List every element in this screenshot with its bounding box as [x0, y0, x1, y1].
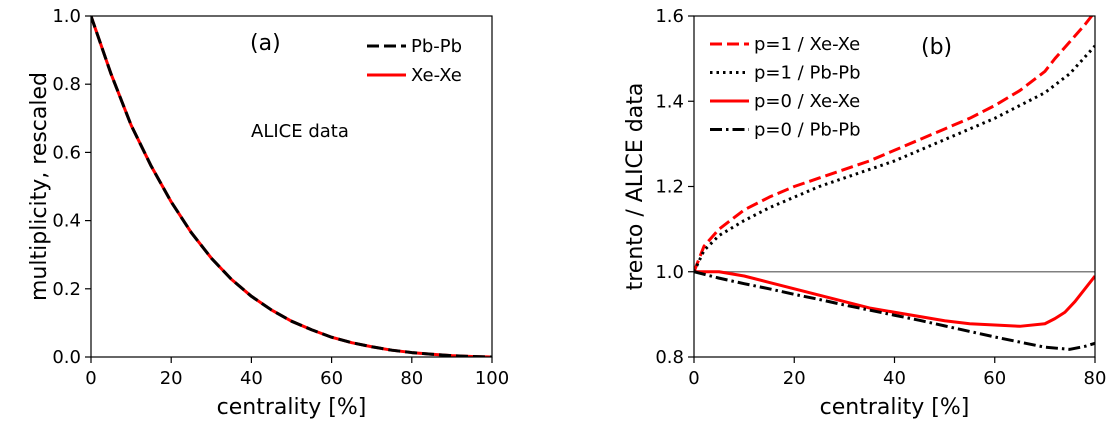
x-tick-label: 20: [783, 368, 806, 389]
panel-b-ticks: 0 20 40 60 80 0.8 1.0 1.2 1.4 1.6: [655, 6, 1106, 389]
panel-a-ticks: 0 20 40 60 80 100 0.0 0.2 0.4 0.6 0.8 1.0: [52, 6, 509, 389]
y-tick-label: 1.2: [655, 177, 684, 198]
y-tick-label: 0.8: [655, 347, 684, 368]
panel-a-plot-frame: [90, 15, 493, 358]
x-tick-label: 80: [400, 368, 423, 389]
y-tick-label: 1.0: [655, 262, 684, 283]
y-tick-label: 0.8: [52, 74, 81, 95]
x-tick-label: 0: [688, 368, 699, 389]
x-tick-label: 80: [1084, 368, 1107, 389]
legend-entry-xe-xe: Xe-Xe: [411, 65, 462, 86]
legend-entry-p1-pb-pb: p=1 / Pb-Pb: [754, 63, 861, 84]
panel-a-series-lines: [91, 16, 492, 357]
series-line-p-0-pb-pb: [694, 270, 1095, 351]
series-line-p-1-pb-pb: [694, 44, 1095, 273]
panel-a-legend: Pb-Pb Xe-Xe: [367, 36, 462, 86]
legend-entry-p1-xe-xe: p=1 / Xe-Xe: [754, 34, 860, 55]
legend-entry-pb-pb: Pb-Pb: [411, 36, 462, 57]
y-tick-label: 0.0: [52, 347, 81, 368]
legend-entry-p0-pb-pb: p=0 / Pb-Pb: [754, 120, 861, 141]
legend-entry-p0-xe-xe: p=0 / Xe-Xe: [754, 91, 860, 112]
y-tick-label: 1.4: [655, 91, 684, 112]
panel-a-x-axis-label: centrality [%]: [217, 395, 367, 420]
x-tick-label: 0: [85, 368, 96, 389]
panel-b-y-axis-label: trento / ALICE data: [623, 83, 648, 291]
x-tick-label: 20: [160, 368, 183, 389]
series-line-pb-pb: [91, 16, 492, 357]
y-tick-label: 1.6: [655, 6, 684, 27]
panel-b-label: (b): [921, 35, 952, 60]
y-tick-label: 0.6: [52, 142, 81, 163]
y-tick-label: 0.4: [52, 211, 81, 232]
series-line-p-0-xe-xe: [694, 270, 1095, 328]
x-tick-label: 40: [883, 368, 906, 389]
x-tick-label: 100: [475, 368, 509, 389]
series-line-p-1-xe-xe: [694, 16, 1094, 273]
panel-b-x-axis-label: centrality [%]: [820, 395, 970, 420]
panel-a-y-axis-label: multiplicity, rescaled: [27, 72, 52, 301]
panel-b-series-lines: [694, 16, 1095, 351]
x-tick-label: 60: [983, 368, 1006, 389]
panel-b-chart: 0 20 40 60 80 0.8 1.0 1.2 1.4 1.6 (b) centrality …: [623, 6, 1106, 420]
panel-a-label: (a): [250, 31, 281, 56]
y-tick-label: 0.2: [52, 279, 81, 300]
y-tick-label: 1.0: [52, 6, 81, 27]
panel-a-annotation: ALICE data: [251, 121, 349, 142]
panel-a-chart: 0 20 40 60 80 100 0.0 0.2 0.4 0.6 0.8 1.0 (a) ALICE…: [27, 6, 509, 420]
x-tick-label: 60: [320, 368, 343, 389]
x-tick-label: 40: [240, 368, 263, 389]
panel-b-legend: p=1 / Xe-Xe p=1 / Pb-Pb p=0 / Xe-Xe p=0 …: [710, 34, 861, 141]
